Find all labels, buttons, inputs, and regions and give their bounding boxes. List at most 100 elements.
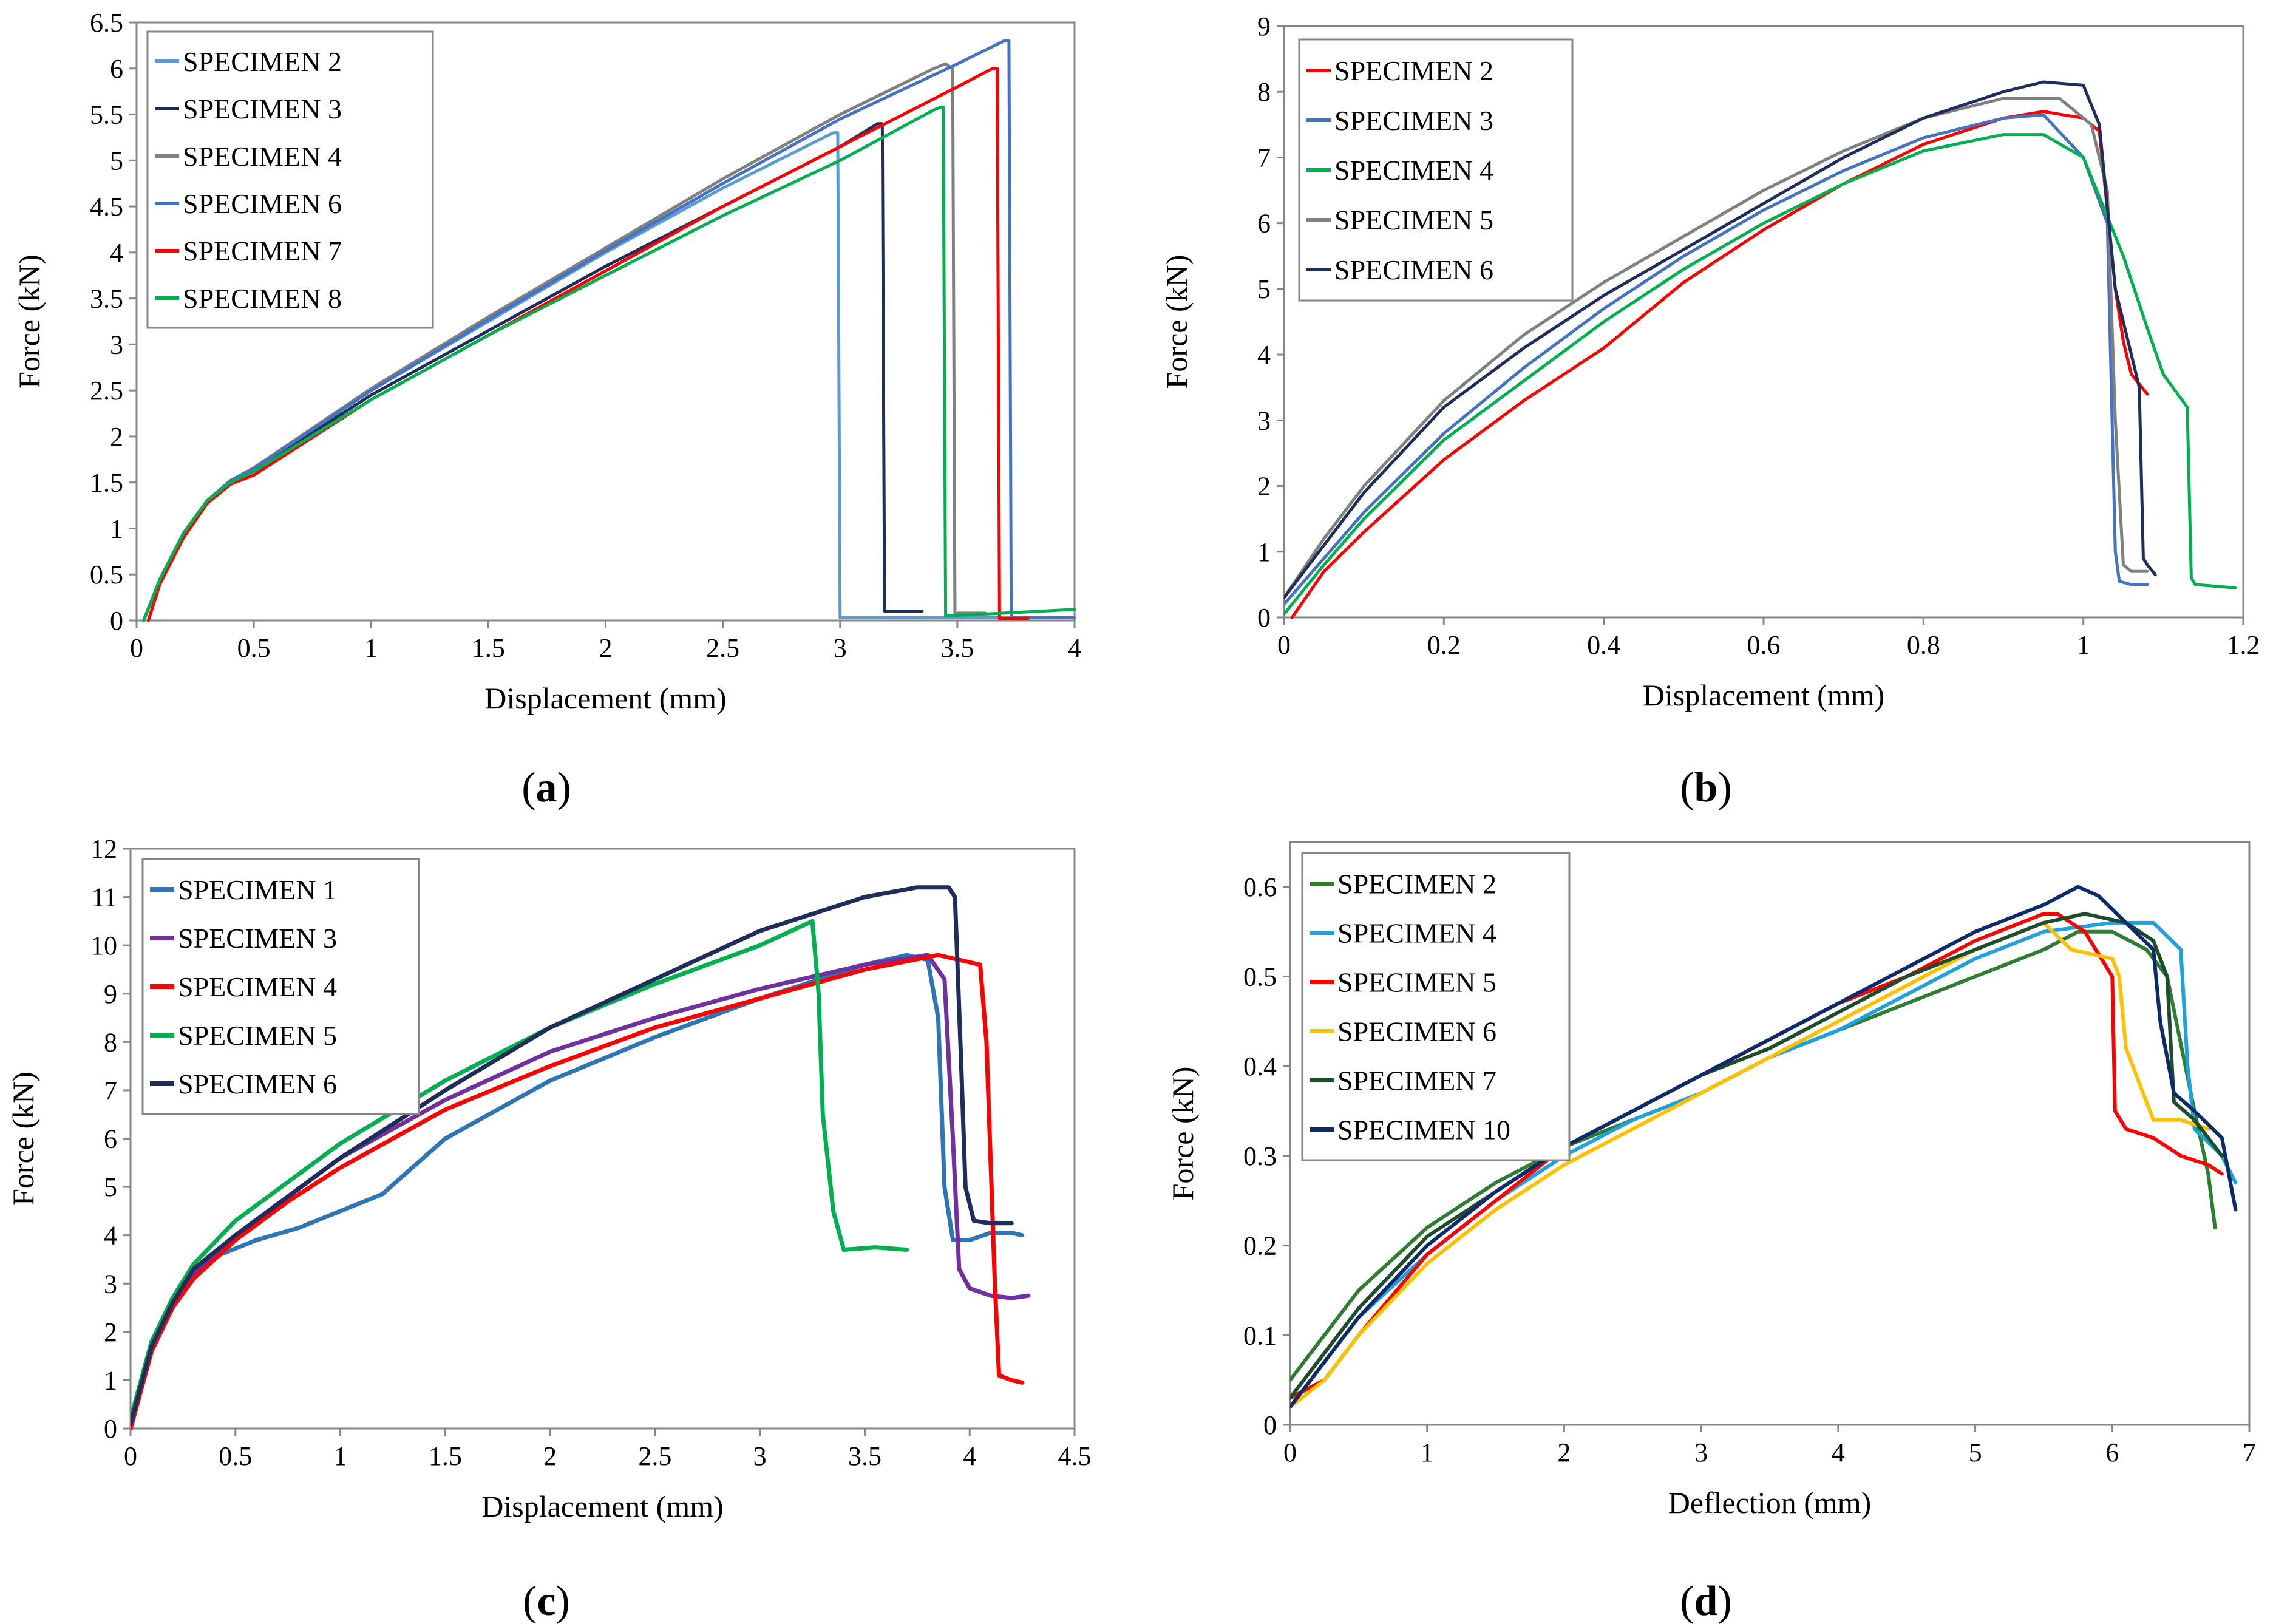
legend-box (1298, 38, 1574, 302)
panel-caption: (d) (1680, 1578, 1732, 1624)
y-tick-label: 8 (104, 1027, 117, 1057)
x-tick-label: 1.5 (472, 633, 505, 663)
y-tick-label: 0 (1257, 603, 1271, 633)
x-tick-label: 7 (2243, 1438, 2256, 1467)
y-tick-label: 0 (110, 606, 123, 636)
legend-entry: SPECIMEN 2 (1334, 55, 1493, 86)
series-line-specimen-6 (1284, 80, 2157, 599)
y-tick-label: 7 (1257, 143, 1271, 172)
series-line-specimen-6 (1290, 920, 2210, 1409)
x-tick-label: 6 (2105, 1438, 2119, 1467)
y-tick-label: 4.5 (90, 192, 123, 222)
y-axis-label: Force (kN) (12, 254, 46, 389)
y-tick-label: 12 (90, 834, 117, 864)
series-line-specimen-5 (1284, 97, 2149, 599)
y-tick-label: 3 (1257, 406, 1271, 435)
x-tick-label: 0.6 (1747, 630, 1781, 660)
x-tick-label: 2 (599, 633, 613, 663)
x-tick-label: 3 (753, 1441, 767, 1471)
legend-entry: SPECIMEN 4 (1334, 155, 1493, 186)
x-tick-label: 0 (1277, 630, 1291, 660)
legend-entry: SPECIMEN 4 (1337, 918, 1496, 949)
legend-entry: SPECIMEN 7 (1337, 1065, 1496, 1096)
legend-entry: SPECIMEN 2 (183, 46, 342, 77)
legend-entry: SPECIMEN 4 (178, 971, 337, 1002)
y-tick-label: 5 (104, 1172, 117, 1202)
legend-entry: SPECIMEN 8 (183, 283, 342, 314)
y-tick-label: 5 (1257, 274, 1271, 304)
legend-entry: SPECIMEN 3 (183, 93, 342, 124)
x-tick-label: 0.8 (1907, 630, 1940, 660)
series-line-specimen-4 (1284, 133, 2237, 616)
y-tick-label: 2.5 (90, 376, 123, 406)
y-tick-label: 1 (104, 1365, 117, 1395)
y-tick-label: 5.5 (90, 100, 123, 130)
legend-entry: SPECIMEN 7 (183, 236, 342, 267)
x-tick-label: 4 (963, 1441, 976, 1471)
y-tick-label: 0.2 (1243, 1231, 1277, 1261)
x-axis-label: Displacement (mm) (481, 1489, 724, 1523)
y-tick-label: 6.5 (90, 8, 123, 38)
panel-caption: (b) (1680, 764, 1732, 811)
y-tick-label: 10 (90, 931, 117, 960)
y-axis-label: Force (kN) (1166, 1067, 1200, 1201)
legend-entry: SPECIMEN 6 (1337, 1016, 1496, 1047)
chart-panel-d: 0 1 2 3 4 5 6 7 0 0.1 0.2 0.3 0.4 0.5 0.6 Deflection (m… (1166, 841, 2256, 1624)
y-tick-label: 0.5 (1243, 962, 1277, 992)
series-line-specimen-7 (146, 67, 1030, 622)
y-tick-label: 2 (1257, 472, 1271, 501)
y-tick-label: 0.4 (1243, 1052, 1277, 1081)
y-tick-label: 3.5 (90, 284, 123, 314)
x-axis-label: Displacement (mm) (484, 681, 727, 715)
y-tick-label: 4 (104, 1221, 117, 1251)
x-tick-label: 2.5 (706, 633, 739, 663)
x-axis-label: Deflection (mm) (1668, 1486, 1872, 1520)
y-tick-label: 9 (1257, 12, 1271, 41)
legend-entry: SPECIMEN 6 (1334, 254, 1493, 285)
x-tick-label: 4 (1832, 1438, 1845, 1467)
series-line-specimen-6 (131, 885, 1014, 1426)
series-line-specimen-7 (1290, 912, 2224, 1400)
x-tick-label: 1.5 (429, 1441, 462, 1471)
series-line-specimen-5 (131, 919, 909, 1421)
series-line-specimen-8 (142, 105, 1076, 622)
y-tick-label: 5 (110, 146, 123, 175)
y-tick-label: 6 (1257, 209, 1271, 239)
legend-entry: SPECIMEN 6 (183, 188, 342, 219)
y-axis-label: Force (kN) (1160, 255, 1194, 389)
legend-entry: SPECIMEN 2 (1337, 869, 1496, 900)
y-tick-label: 9 (104, 979, 117, 1009)
x-tick-label: 5 (1969, 1438, 1982, 1467)
x-tick-label: 4 (1068, 633, 1081, 663)
y-axis-label: Force (kN) (6, 1072, 40, 1206)
chart-panel-a: 0 0.5 1 1.5 2 2.5 3 3.5 4 0 0.5 1 1.5 2 2.5 3 3.5 4 4.5 5 5.… (12, 8, 1081, 811)
x-tick-label: 2 (1557, 1438, 1571, 1467)
y-tick-label: 1.5 (90, 468, 123, 498)
series-line-specimen-3 (131, 953, 1031, 1430)
y-tick-label: 6 (110, 54, 123, 84)
x-tick-label: 0.5 (237, 633, 271, 663)
chart-panel-b: 0 0.2 0.4 0.6 0.8 1 1.2 0 1 2 3 4 5 6 7 8 9 Displacement … (1160, 12, 2260, 811)
y-tick-label: 0.3 (1243, 1141, 1277, 1171)
x-tick-label: 2.5 (638, 1441, 671, 1471)
y-tick-label: 2 (110, 422, 123, 452)
y-tick-label: 0.1 (1243, 1320, 1277, 1350)
y-tick-label: 11 (92, 883, 117, 912)
series-line-specimen-5 (1290, 912, 2224, 1400)
y-tick-label: 1 (1257, 537, 1271, 567)
x-tick-label: 0.5 (219, 1441, 252, 1471)
legend-entry: SPECIMEN 5 (1337, 967, 1496, 998)
x-tick-label: 1 (334, 1441, 347, 1471)
x-tick-label: 1 (1421, 1438, 1434, 1467)
x-tick-label: 3 (834, 633, 847, 663)
x-tick-label: 0.2 (1427, 630, 1461, 660)
legend-entry: SPECIMEN 4 (183, 141, 342, 172)
x-tick-label: 1 (2077, 630, 2090, 660)
x-axis-label: Displacement (mm) (1643, 678, 1885, 712)
legend-entry: SPECIMEN 3 (178, 923, 337, 954)
y-tick-label: 3 (104, 1269, 117, 1299)
series-line-specimen-4 (131, 953, 1025, 1430)
plot-frame (1289, 841, 2251, 1426)
legend-entry: SPECIMEN 1 (178, 874, 337, 905)
